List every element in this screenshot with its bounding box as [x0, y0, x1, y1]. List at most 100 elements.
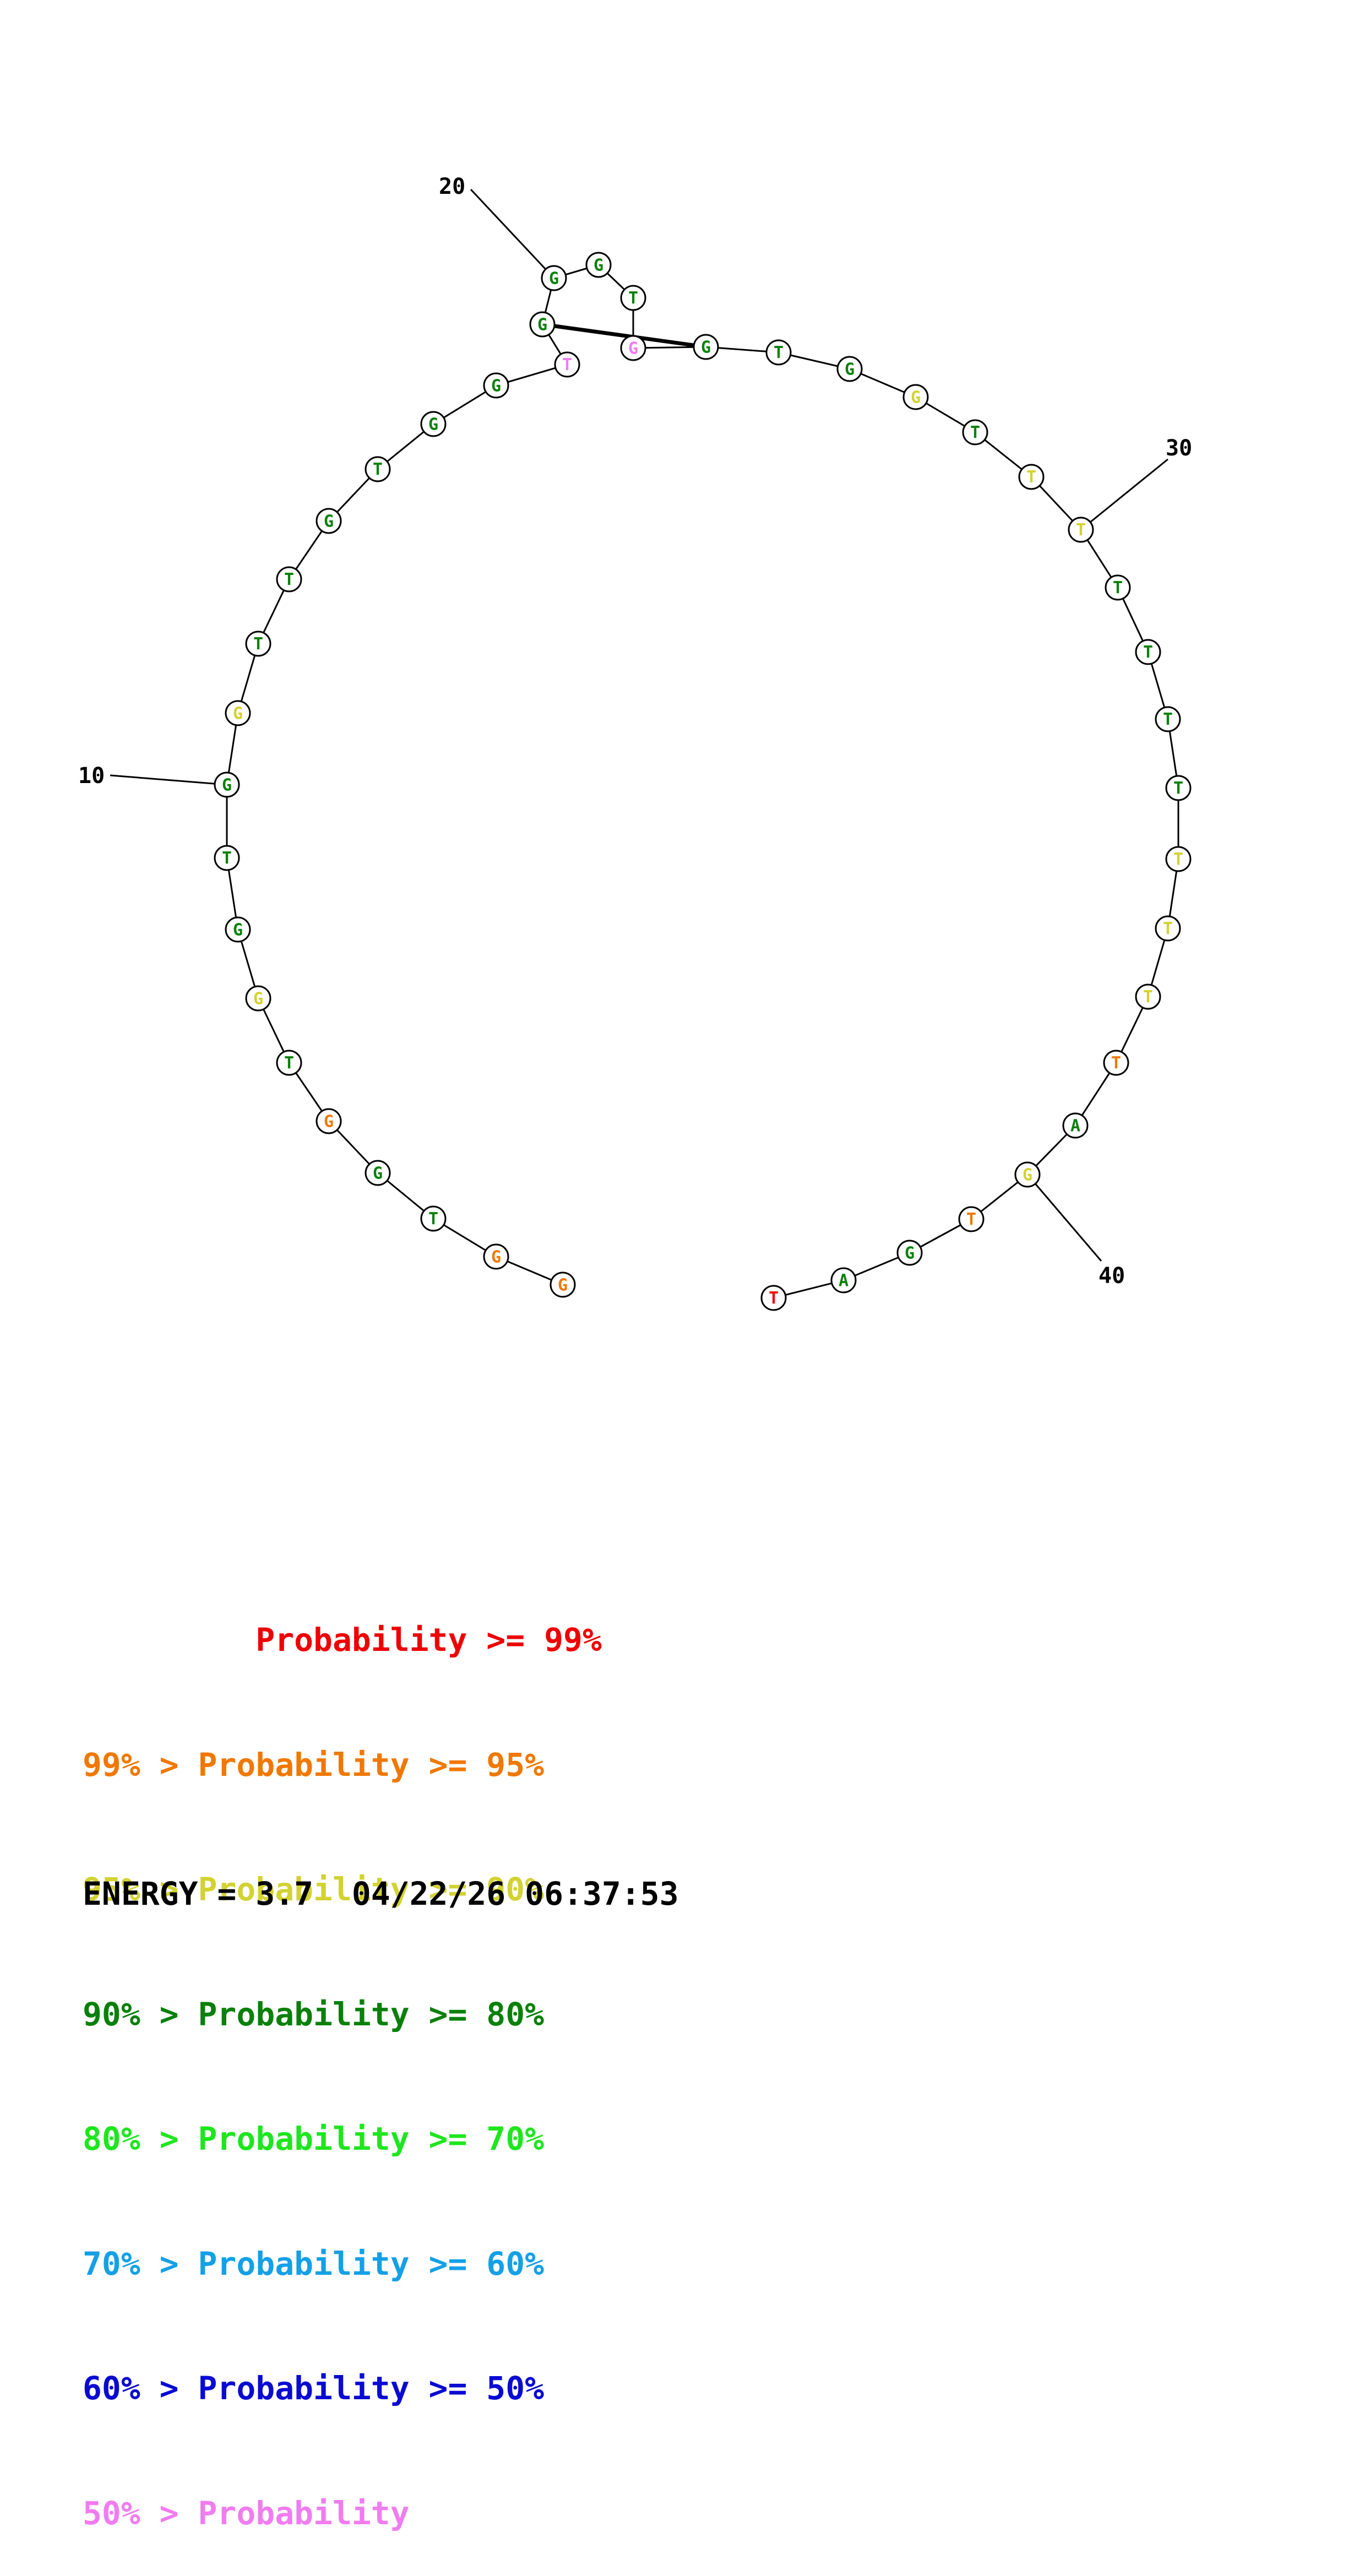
nucleotide-circle — [1165, 775, 1192, 801]
nucleotide-letter: T — [253, 635, 263, 654]
nucleotide: G — [902, 384, 929, 410]
legend-row: 70% > Probability >= 60% — [83, 2243, 602, 2285]
legend-text: Probability >= 90% — [198, 1871, 545, 1908]
nucleotide-letter: A — [839, 1271, 849, 1291]
legend-text: Probability >= 99% — [255, 1621, 602, 1659]
nucleotide-letter: G — [491, 1248, 501, 1267]
nucleotide-letter: G — [373, 1164, 383, 1183]
nucleotide-letter: T — [1143, 988, 1153, 1007]
nucleotide-letter: G — [233, 704, 243, 724]
position-label: 30 — [1166, 436, 1192, 461]
position-tick — [470, 188, 555, 279]
nucleotide: G — [483, 1243, 509, 1270]
energy-value: ENERGY = 3.7 — [83, 1875, 314, 1912]
nucleotide-circle — [1103, 1050, 1129, 1076]
nucleotide-letter: T — [1026, 468, 1036, 487]
nucleotide: G — [541, 265, 567, 291]
nucleotide-circle — [958, 1206, 985, 1232]
nucleotide: G — [245, 985, 271, 1012]
nucleotide-circle — [541, 265, 567, 291]
nucleotide-letter: G — [594, 256, 603, 275]
nucleotide-circle — [1155, 915, 1181, 942]
nucleotide-circle — [554, 351, 580, 378]
nucleotide: G — [225, 700, 251, 726]
nucleotide-circle — [1068, 517, 1094, 543]
position-tick — [1080, 458, 1168, 531]
nucleotide-letter: T — [1173, 779, 1183, 798]
nucleotide-circle — [420, 1205, 447, 1232]
nucleotide: G — [585, 252, 612, 278]
nucleotide-letter: T — [1143, 643, 1153, 662]
legend-prefix: 95% > — [83, 1871, 198, 1908]
legend-text: Probability >= 70% — [198, 2120, 545, 2157]
nucleotide-letter: G — [845, 360, 855, 379]
nucleotide: T — [620, 285, 646, 311]
nucleotide-circle — [620, 335, 646, 361]
nucleotide: T — [276, 1050, 302, 1076]
legend-row: 99% > Probability >= 95% — [83, 1744, 602, 1786]
nucleotide: T — [1105, 574, 1131, 601]
nucleotide-letter: A — [1070, 1117, 1080, 1136]
nucleotide-circle — [214, 845, 240, 871]
nucleotide: G — [529, 311, 556, 338]
nucleotide-circle — [1155, 706, 1181, 732]
position-tick — [110, 774, 227, 786]
backbone-layer — [226, 264, 1179, 1299]
nucleotide-letter: G — [233, 921, 243, 940]
nucleotide: T — [1068, 517, 1094, 543]
nucleotide-letter: G — [253, 990, 263, 1009]
nucleotide-letter: T — [562, 356, 572, 375]
nucleotide-letter: T — [284, 570, 294, 590]
nucleotide-letter: T — [769, 1289, 779, 1308]
nucleotide-letter: G — [222, 776, 232, 795]
nucleotide: G — [365, 1160, 391, 1186]
nucleotide: G — [550, 1271, 576, 1298]
legend-prefix: 90% > — [83, 1995, 198, 2033]
nucleotide: T — [962, 419, 988, 445]
nucleotide-letter: G — [324, 1112, 334, 1132]
legend-row: 90% > Probability >= 80% — [83, 1994, 602, 2036]
nucleotide-circle — [529, 311, 556, 338]
base-pair-layer — [542, 322, 706, 349]
nucleotide: T — [1155, 706, 1181, 732]
nucleotide-letter: G — [701, 338, 711, 357]
legend-prefix: 60% > — [83, 2370, 198, 2407]
nucleotide: G — [214, 771, 240, 798]
legend-row: 60% > Probability >= 50% — [83, 2368, 602, 2410]
nucleotide-letter: G — [905, 1244, 915, 1263]
nucleotide-circle — [1018, 464, 1045, 490]
nucleotide-letter: T — [373, 460, 383, 480]
legend-prefix: 50% > — [83, 2494, 198, 2532]
nucleotide-circle — [316, 1108, 342, 1134]
nucleotide-circle — [245, 985, 271, 1012]
rna-structure-diagram: 10 20 30 40 G G T G G T G G T G G T T G T G G T G G G T G G T G G T T T T… — [78, 174, 1192, 1311]
nucleotide: T — [760, 1285, 787, 1311]
nucleotide: G — [620, 335, 646, 361]
nucleotide: T — [365, 456, 391, 482]
nucleotide: T — [1155, 915, 1181, 942]
nucleotide-letter: T — [1173, 850, 1183, 869]
nucleotide: G — [693, 334, 719, 360]
nucleotide: T — [765, 339, 792, 366]
nucleotide-circle — [620, 285, 646, 311]
position-label: 40 — [1098, 1263, 1125, 1289]
nucleotide: G — [316, 508, 342, 534]
nucleotide: T — [1135, 639, 1161, 665]
nucleotide-letter: G — [491, 377, 501, 396]
nucleotide: G — [1014, 1161, 1041, 1188]
nucleotide: T — [214, 845, 240, 871]
nucleotide: A — [1062, 1112, 1089, 1139]
nucleotide-letter: G — [911, 388, 921, 407]
nucleotide: T — [276, 566, 302, 593]
legend-prefix: 99% > — [83, 1746, 198, 1784]
nucleotide-circle — [1135, 639, 1161, 665]
position-tick — [1026, 1174, 1102, 1262]
nucleotide: G — [896, 1240, 923, 1266]
legend-text: Probability >= 80% — [198, 1995, 545, 2033]
nucleotide-circle — [365, 456, 391, 482]
nucleotide: T — [1135, 983, 1161, 1010]
nucleotide-letter: T — [970, 423, 980, 443]
legend-prefix: 80% > — [83, 2120, 198, 2157]
nucleotide-circle — [483, 372, 509, 399]
nucleotide-circle — [836, 356, 863, 382]
